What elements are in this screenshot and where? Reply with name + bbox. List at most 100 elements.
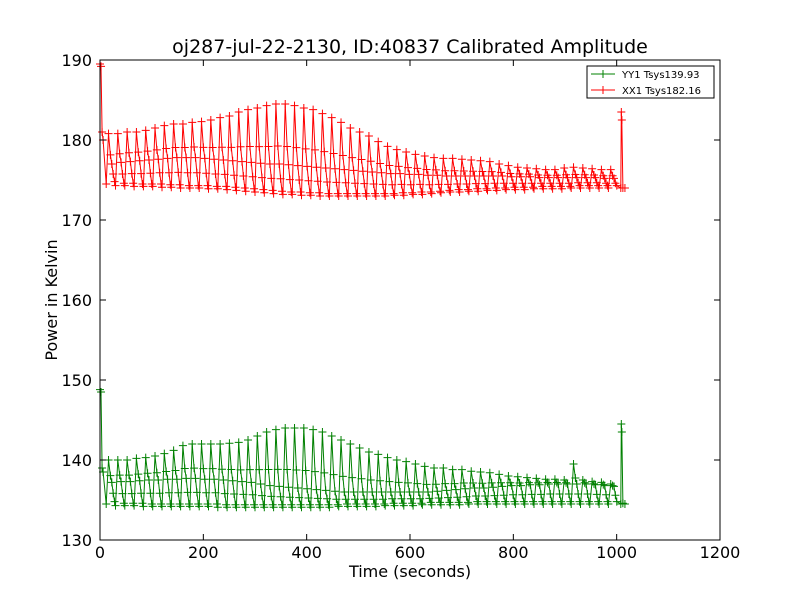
data-point <box>386 169 395 178</box>
data-point <box>526 480 535 489</box>
data-point <box>265 481 274 490</box>
data-point <box>213 503 222 512</box>
data-point <box>582 480 591 488</box>
data-point <box>478 167 487 176</box>
data-point <box>445 186 454 195</box>
data-point <box>316 503 325 512</box>
data-point <box>253 432 262 440</box>
data-point <box>216 113 225 122</box>
data-point <box>325 503 334 512</box>
data-point <box>471 179 480 188</box>
data-point <box>146 169 155 178</box>
data-point <box>358 488 367 496</box>
data-point <box>507 481 516 490</box>
data-point <box>485 157 494 166</box>
data-point <box>303 162 312 171</box>
data-point <box>285 175 294 184</box>
data-point <box>257 173 266 182</box>
data-point <box>402 148 411 156</box>
data-point <box>178 120 187 128</box>
data-point <box>120 501 129 510</box>
data-point <box>208 464 217 473</box>
data-point <box>453 180 462 188</box>
data-point <box>284 160 293 169</box>
data-point <box>174 168 183 177</box>
data-point <box>106 150 115 159</box>
data-point <box>536 179 545 188</box>
data-point <box>585 500 594 508</box>
data-point <box>115 471 124 480</box>
legend-marker-xx1 <box>599 86 607 94</box>
data-point <box>174 488 183 497</box>
data-point <box>353 502 362 511</box>
data-point <box>312 163 321 172</box>
data-point <box>306 191 315 200</box>
data-point <box>600 174 609 183</box>
data-point <box>118 170 127 178</box>
data-point <box>277 187 286 196</box>
data-point <box>357 155 366 164</box>
data-point <box>329 470 338 479</box>
data-point <box>385 477 394 486</box>
data-point <box>455 500 464 509</box>
data-point <box>443 180 452 189</box>
data-point <box>399 501 408 510</box>
data-point <box>325 192 334 200</box>
data-point <box>102 500 111 508</box>
data-point <box>462 492 471 501</box>
data-point <box>223 503 232 512</box>
data-point <box>283 142 292 151</box>
data-point <box>511 185 520 194</box>
data-point <box>557 184 566 193</box>
data-point <box>437 188 445 197</box>
data-point <box>546 179 555 188</box>
data-point <box>604 184 613 192</box>
data-point <box>357 474 366 483</box>
data-point <box>425 494 434 503</box>
data-point <box>237 157 246 166</box>
legend-entry-xx1: XX1 Tsys182.16 <box>591 86 701 97</box>
data-point <box>564 490 573 498</box>
data-point <box>504 161 513 170</box>
data-point <box>396 488 405 496</box>
data-point <box>513 163 522 172</box>
data-point <box>172 475 181 484</box>
data-point <box>362 192 371 200</box>
data-point <box>413 479 422 488</box>
data-point <box>265 160 274 168</box>
y-tick-label-2: 150 <box>61 371 92 390</box>
data-point <box>124 148 133 157</box>
data-point <box>341 495 350 504</box>
data-point <box>383 453 392 462</box>
data-point <box>176 184 185 192</box>
data-point <box>612 497 621 506</box>
data-point <box>388 180 397 189</box>
data-point <box>321 486 330 495</box>
data-point <box>163 154 172 163</box>
data-point <box>529 183 538 192</box>
data-point <box>544 480 553 488</box>
data-point <box>148 182 157 191</box>
data-point <box>144 156 153 164</box>
data-point <box>278 190 287 199</box>
data-point <box>609 174 618 183</box>
data-point <box>217 465 226 474</box>
data-point <box>244 436 253 444</box>
data-point <box>182 153 191 162</box>
data-point <box>583 490 592 498</box>
data-point <box>334 192 343 200</box>
data-point <box>481 492 490 500</box>
data-point <box>543 478 552 487</box>
data-point <box>431 165 440 174</box>
data-point <box>200 475 209 484</box>
data-point <box>216 440 225 448</box>
data-point <box>555 490 564 498</box>
data-point <box>316 192 325 200</box>
data-point <box>479 484 488 492</box>
data-point <box>203 181 212 190</box>
data-point <box>219 156 228 164</box>
data-point <box>481 179 490 188</box>
data-point <box>135 476 144 485</box>
data-point <box>206 116 215 124</box>
